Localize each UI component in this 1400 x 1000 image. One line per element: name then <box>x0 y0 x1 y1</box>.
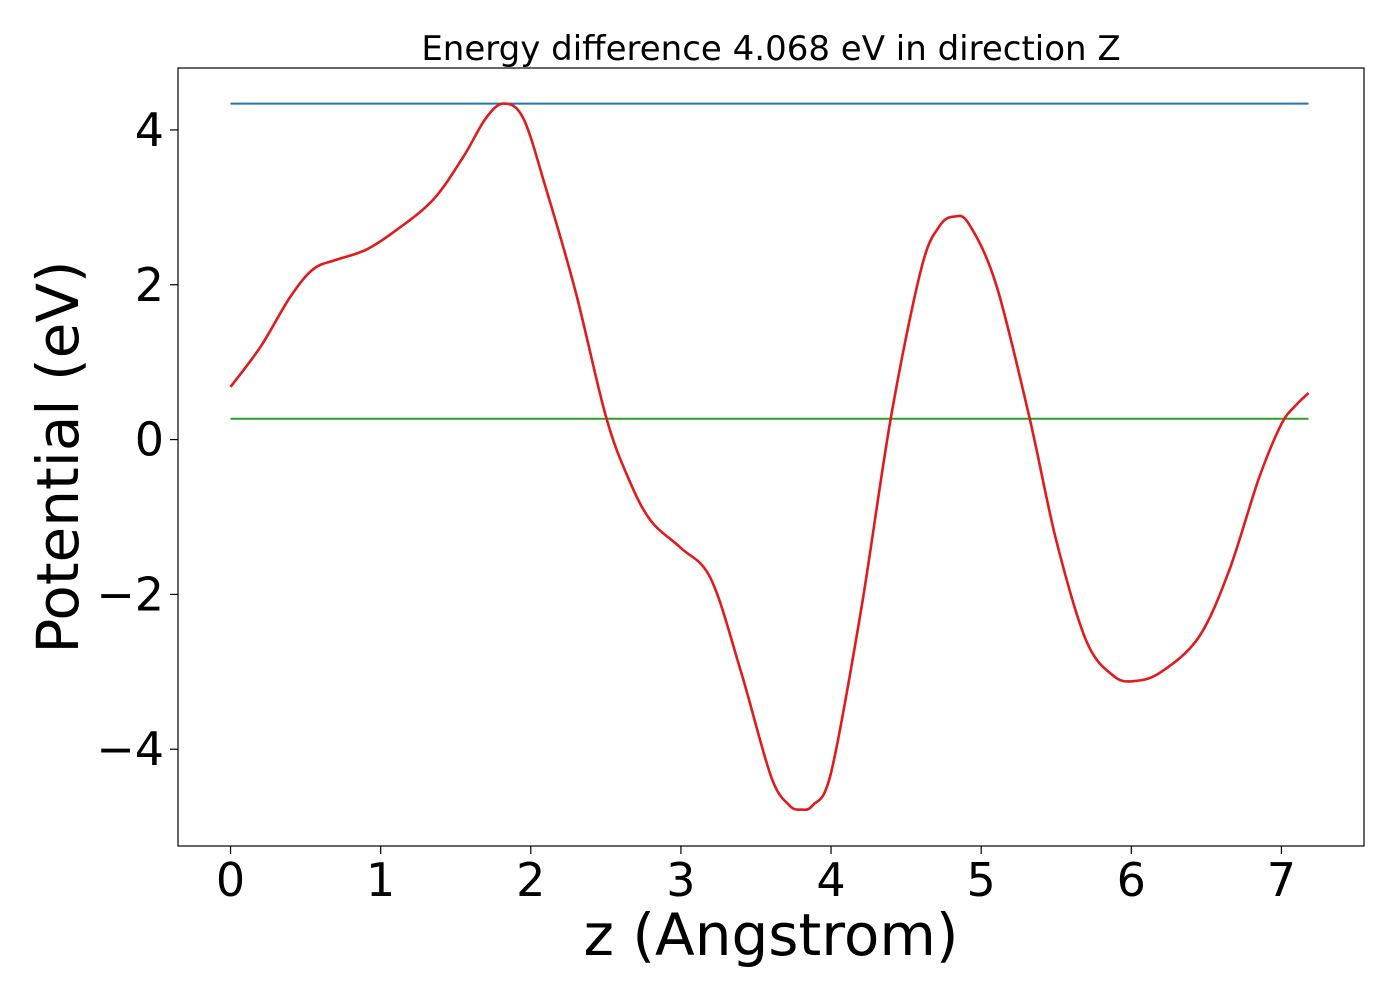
series-line-3 <box>229 102 1310 812</box>
y-tick-label: 4 <box>135 103 164 157</box>
x-tick-label: 0 <box>216 853 245 907</box>
chart-title: Energy difference 4.068 eV in direction … <box>421 29 1120 69</box>
x-tick-label: 1 <box>366 853 395 907</box>
y-tick-label: −4 <box>96 722 164 776</box>
x-axis-ticks: 0 1 2 3 4 5 6 7 <box>216 846 1296 907</box>
x-tick-label: 7 <box>1267 853 1296 907</box>
y-axis-label: Potential (eV) <box>24 260 92 653</box>
series-layer <box>229 102 1310 812</box>
x-tick-label: 2 <box>516 853 545 907</box>
x-tick-label: 4 <box>816 853 845 907</box>
y-tick-label: 2 <box>135 258 164 312</box>
plot-frame <box>177 67 1365 847</box>
y-axis-ticks: −4 −2 0 2 4 <box>96 103 178 776</box>
x-tick-label: 6 <box>1117 853 1146 907</box>
x-axis-label: z (Angstrom) <box>584 901 959 969</box>
x-tick-label: 5 <box>967 853 996 907</box>
y-tick-label: −2 <box>96 567 164 621</box>
x-tick-label: 3 <box>666 853 695 907</box>
y-tick-label: 0 <box>135 413 164 467</box>
